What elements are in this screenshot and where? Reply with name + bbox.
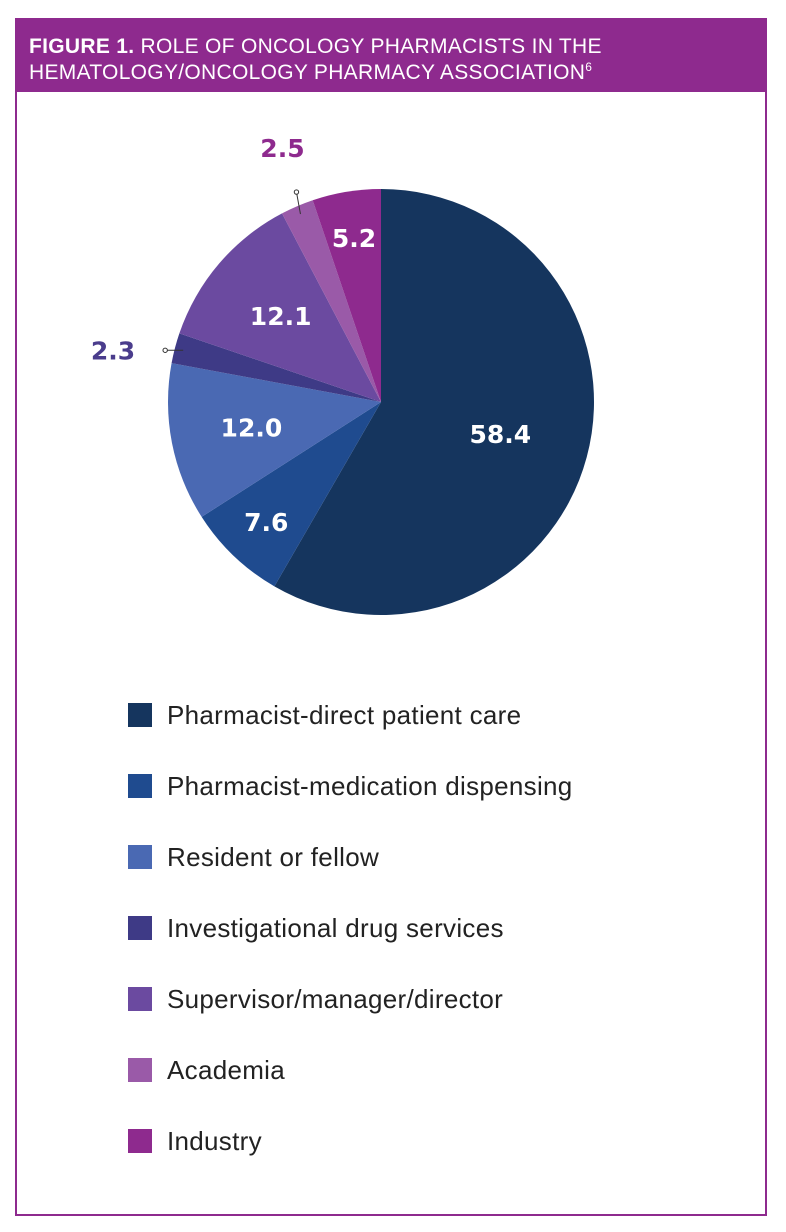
legend-label: Industry	[167, 1126, 262, 1156]
slice-label-resident-or-fellow: 12.0	[221, 413, 283, 442]
legend-label: Resident or fellow	[167, 842, 380, 872]
slice-label-academia: 2.5	[260, 134, 304, 163]
slice-label-investigational-drug-services: 2.3	[91, 336, 135, 365]
figure-title: ROLE OF ONCOLOGY PHARMACISTS IN THE HEMA…	[29, 35, 602, 84]
legend-label: Supervisor/manager/director	[167, 984, 504, 1014]
reference-superscript: 6	[585, 60, 593, 74]
pie-slice-supervisor-manager-director	[179, 213, 381, 402]
pie-slice-pharmacist-direct-patient-care	[274, 189, 595, 615]
figure-number: FIGURE 1.	[29, 35, 135, 58]
legend-label: Pharmacist-direct patient care	[167, 700, 522, 730]
legend-label: Pharmacist-medication dispensing	[167, 771, 573, 801]
pie-slice-investigational-drug-services	[171, 333, 381, 402]
figure-header: FIGURE 1. ROLE OF ONCOLOGY PHARMACISTS I…	[17, 20, 765, 92]
leader-dot-investigational-drug-services	[162, 347, 168, 353]
leader-dot-academia	[293, 189, 300, 195]
pie-slice-industry	[312, 189, 381, 402]
slice-label-supervisor-manager-director: 12.1	[250, 302, 312, 331]
legend-label: Academia	[167, 1055, 286, 1085]
slice-label-pharmacist-medication-dispensing: 7.6	[244, 508, 288, 537]
legend-swatch	[128, 916, 152, 940]
legend-swatch	[128, 845, 152, 869]
pie-slice-pharmacist-medication-dispensing	[201, 402, 381, 587]
slice-label-industry: 5.2	[332, 224, 376, 253]
pie-slice-resident-or-fellow	[168, 363, 381, 517]
legend-label: Investigational drug services	[167, 913, 504, 943]
legend-swatch	[128, 774, 152, 798]
legend-swatch	[128, 703, 152, 727]
slice-label-pharmacist-direct-patient-care: 58.4	[469, 420, 531, 449]
pie-slice-academia	[282, 200, 381, 402]
legend-swatch	[128, 987, 152, 1011]
legend-swatch	[128, 1129, 152, 1153]
legend-swatch	[128, 1058, 152, 1082]
leader-line-academia	[295, 191, 301, 215]
